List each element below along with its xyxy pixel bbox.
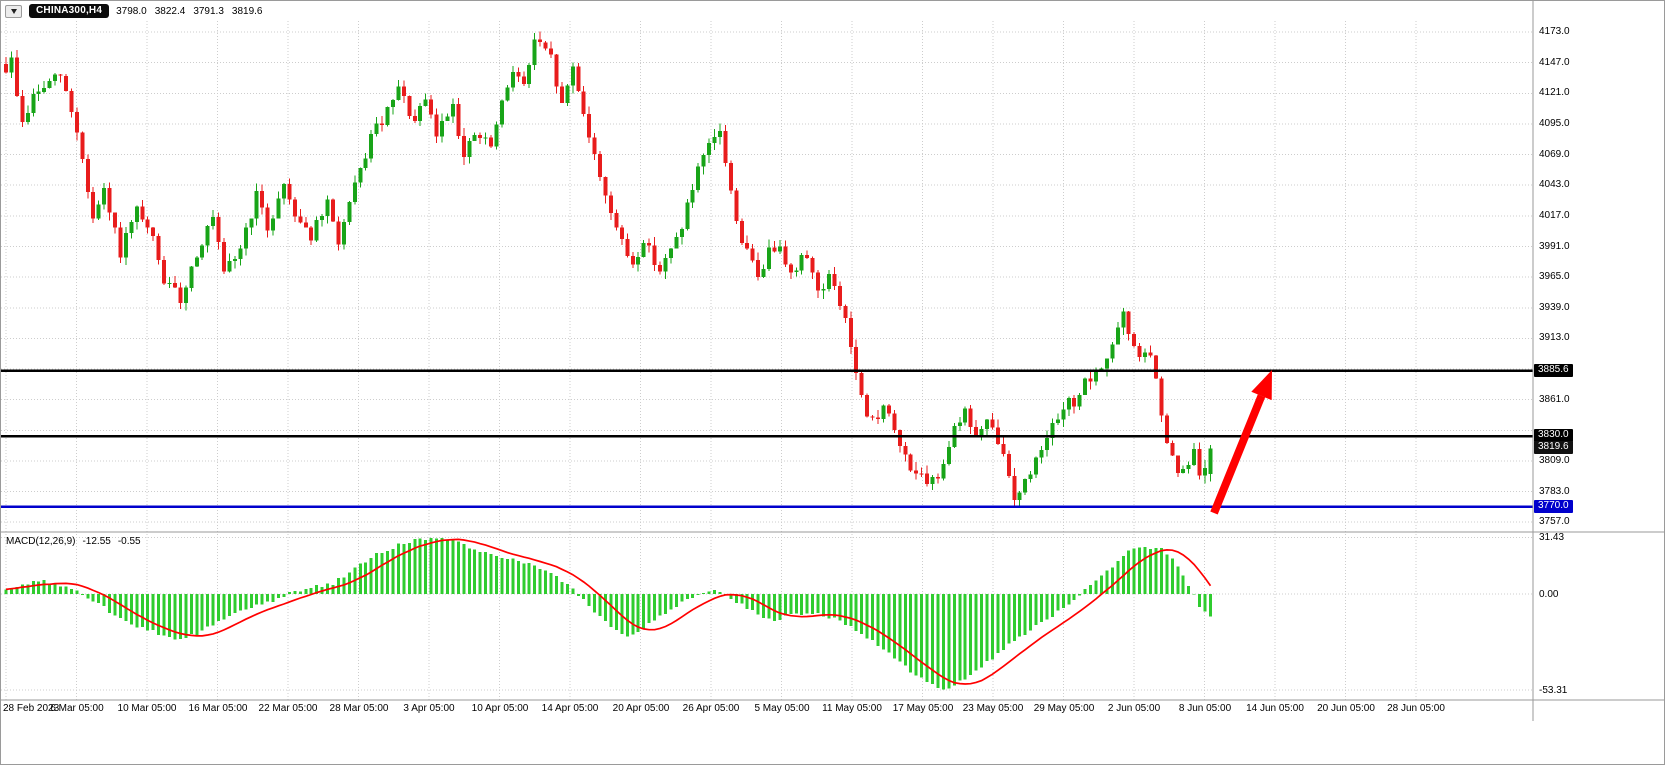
time-tick-label: 11 May 05:00 [822, 703, 882, 714]
low-value: 3791.3 [193, 5, 224, 17]
symbol-dropdown-button[interactable] [5, 4, 22, 18]
time-tick-label: 5 May 05:00 [754, 703, 810, 714]
open-value: 3798.0 [116, 5, 147, 17]
time-tick-label: 28 Mar 05:00 [329, 703, 389, 714]
price-level-badge: 3770.0 [1534, 500, 1573, 513]
price-tick-label: 3757.0 [1539, 516, 1570, 527]
time-tick-label: 10 Apr 05:00 [471, 703, 529, 714]
macd-indicator-label: MACD(12,26,9) -12.55 -0.55 [6, 536, 141, 547]
price-tick-label: 4095.0 [1539, 118, 1570, 129]
macd-scale-label: 31.43 [1539, 532, 1565, 543]
time-tick-label: 6 Mar 05:00 [50, 703, 104, 714]
macd-signal-value: -0.55 [117, 536, 141, 547]
price-tick-label: 3991.0 [1539, 241, 1570, 252]
macd-name: MACD(12,26,9) [6, 536, 76, 547]
price-tick-label: 3939.0 [1539, 302, 1570, 313]
time-tick-label: 20 Jun 05:00 [1317, 703, 1375, 714]
time-tick-label: 17 May 05:00 [892, 703, 954, 714]
time-tick-label: 16 Mar 05:00 [188, 703, 248, 714]
time-tick-label: 28 Jun 05:00 [1387, 703, 1445, 714]
price-tick-label: 4043.0 [1539, 179, 1570, 190]
price-tick-label: 3913.0 [1539, 332, 1570, 343]
time-tick-label: 8 Jun 05:00 [1178, 703, 1232, 714]
price-tick-label: 4121.0 [1539, 87, 1570, 98]
time-tick-label: 26 Apr 05:00 [682, 703, 740, 714]
macd-main-value: -12.55 [82, 536, 111, 547]
time-tick-label: 28 Feb 2023 [3, 703, 60, 714]
time-tick-label: 29 May 05:00 [1033, 703, 1095, 714]
price-tick-label: 4069.0 [1539, 149, 1570, 160]
time-tick-label: 20 Apr 05:00 [612, 703, 670, 714]
time-tick-label: 10 Mar 05:00 [117, 703, 177, 714]
high-value: 3822.4 [154, 5, 186, 17]
price-tick-label: 3783.0 [1539, 486, 1570, 497]
price-tick-label: 4147.0 [1539, 57, 1570, 68]
time-tick-label: 14 Apr 05:00 [541, 703, 599, 714]
price-level-badge: 3830.0 [1534, 429, 1573, 442]
time-tick-label: 23 May 05:00 [962, 703, 1024, 714]
ohlc-readout: 3798.0 3822.4 3791.3 3819.6 [116, 6, 262, 17]
symbol-timeframe-badge: CHINA300,H4 [29, 4, 110, 18]
price-tick-label: 4017.0 [1539, 210, 1570, 221]
time-tick-label: 22 Mar 05:00 [258, 703, 318, 714]
time-tick-label: 3 Apr 05:00 [403, 703, 455, 714]
macd-scale-label: -53.31 [1539, 685, 1568, 696]
time-tick-label: 14 Jun 05:00 [1246, 703, 1304, 714]
macd-scale-label: 0.00 [1539, 589, 1559, 600]
price-tick-label: 3861.0 [1539, 394, 1570, 405]
dropdown-arrow-icon [10, 8, 17, 14]
close-value: 3819.6 [231, 5, 263, 17]
price-tick-label: 4173.0 [1539, 26, 1570, 37]
price-level-badge: 3885.6 [1534, 364, 1573, 377]
price-tick-label: 3965.0 [1539, 271, 1570, 282]
time-axis: 28 Feb 2023 6 Mar 05:00 10 Mar 05:00 16 Mar… [1, 703, 1534, 719]
price-axis: 4173.0 4147.0 4121.0 4095.0 4069.0 4043.0 4017… [1534, 1, 1664, 764]
chart-header: CHINA300,H4 3798.0 3822.4 3791.3 3819.6 [5, 4, 263, 18]
price-level-badge: 3819.6 [1534, 441, 1573, 454]
price-tick-label: 3809.0 [1539, 455, 1570, 466]
time-tick-label: 2 Jun 05:00 [1107, 703, 1161, 714]
